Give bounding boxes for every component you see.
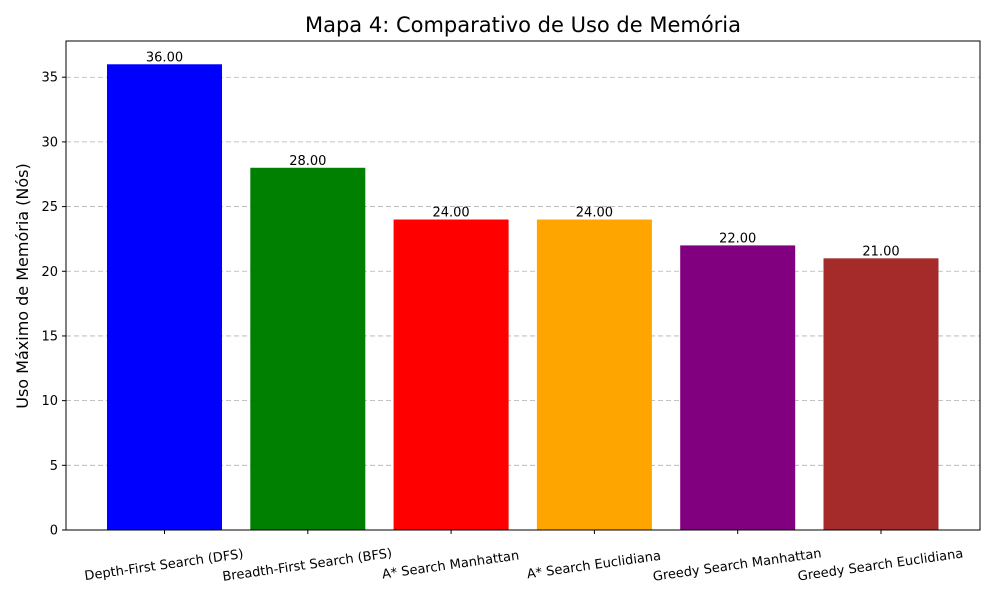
bar (393, 219, 509, 530)
bar-value-label: 24.00 (576, 206, 613, 221)
y-tick-label: 15 (41, 329, 58, 344)
x-tick-label: A* Search Manhattan (381, 548, 520, 582)
x-tick-label: Depth-First Search (DFS) (84, 547, 245, 584)
bar-value-label: 22.00 (719, 231, 756, 246)
bar-value-label: 36.00 (146, 50, 183, 65)
bar (680, 245, 796, 530)
x-tick-label: Greedy Search Manhattan (652, 546, 822, 585)
bar (250, 167, 366, 530)
plot-frame (65, 40, 981, 531)
bar (823, 258, 939, 530)
bar-value-label: 28.00 (289, 154, 326, 169)
y-tick-label: 20 (41, 265, 58, 280)
bar-value-label: 24.00 (432, 206, 469, 221)
y-axis-label: Uso Máximo de Memória (Nós) (13, 163, 32, 409)
bar-value-label: 21.00 (862, 244, 899, 259)
x-axis-ticks: Depth-First Search (DFS)Breadth-First Se… (84, 530, 964, 585)
y-tick-label: 35 (41, 71, 58, 86)
y-tick-label: 25 (41, 200, 58, 215)
bar (536, 219, 652, 530)
x-tick-label: A* Search Euclidiana (526, 549, 662, 583)
x-tick-label: Breadth-First Search (BFS) (222, 546, 394, 585)
x-tick-label: Greedy Search Euclidiana (797, 546, 964, 584)
y-tick-label: 5 (50, 459, 58, 474)
y-tick-label: 10 (41, 394, 58, 409)
data-labels: 36.00 28.00 24.00 24.00 22.00 21.00 (146, 50, 900, 259)
chart-title: Mapa 4: Comparativo de Uso de Memória (305, 13, 741, 37)
bar (107, 64, 222, 531)
y-tick-label: 0 (50, 524, 58, 539)
y-axis-ticks: 0 5 10 15 20 25 30 35 (41, 71, 66, 539)
bars (107, 64, 939, 531)
y-tick-label: 30 (41, 135, 58, 150)
